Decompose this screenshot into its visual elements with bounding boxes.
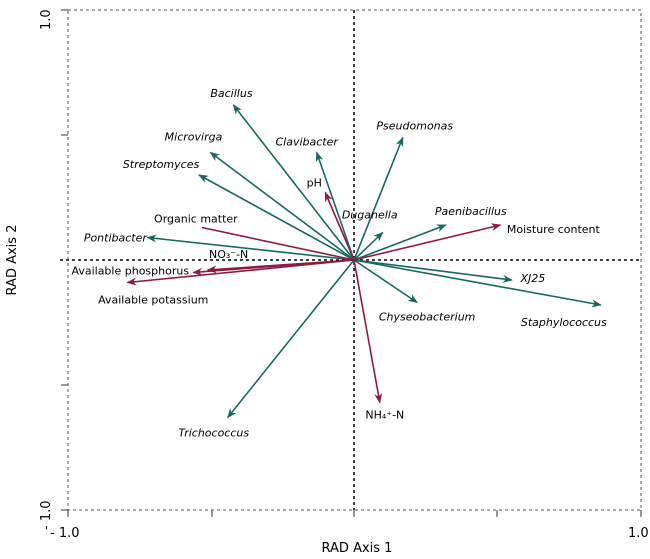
y-axis-label: RAD Axis 2 bbox=[5, 225, 20, 296]
taxa-label-staphylococcus: Staphylococcus bbox=[521, 316, 607, 329]
taxa-label-bacillus: Bacillus bbox=[210, 87, 252, 100]
taxa-label-xj25: XJ25 bbox=[519, 272, 545, 285]
y-tick-label-max: 1.0 bbox=[39, 9, 54, 30]
taxa-label-clavibacter: Clavibacter bbox=[275, 136, 339, 149]
environment-label-available-potassium: Available potassium bbox=[98, 294, 208, 307]
taxa-vector-trichococcus bbox=[227, 259, 355, 419]
environment-vector-available-potassium bbox=[126, 259, 355, 286]
environment-vector-moisture-content bbox=[353, 223, 502, 261]
taxa-vector-pontibacter bbox=[146, 234, 355, 261]
taxa-vector-chyseobacterium bbox=[353, 259, 418, 304]
taxa-label-chyseobacterium: Chyseobacterium bbox=[379, 311, 476, 324]
environment-label-ph: pH bbox=[307, 177, 322, 190]
axis-ticks bbox=[61, 9, 642, 517]
x-axis-label: RAD Axis 1 bbox=[322, 541, 393, 555]
taxa-vector-paenibacillus bbox=[353, 224, 447, 261]
environment-label-nh-n: NH₄⁺-N bbox=[365, 409, 404, 422]
x-tick-label-max: 1.0 bbox=[628, 526, 649, 541]
environment-vector-organic-matter bbox=[201, 226, 355, 261]
taxa-vector-xj25 bbox=[353, 259, 513, 283]
x-tick-label-min: - 1.0 bbox=[50, 526, 80, 541]
environment-label-no-n: NO₃⁻-N bbox=[209, 248, 248, 261]
taxa-label-trichococcus: Trichococcus bbox=[178, 427, 249, 440]
taxa-vector-staphylococcus bbox=[353, 259, 602, 308]
taxa-label-duganella: Duganella bbox=[342, 209, 398, 222]
taxa-label-pontibacter: Pontibacter bbox=[84, 232, 149, 245]
taxa-vector-bacillus bbox=[232, 104, 355, 261]
taxa-vector-microvirga bbox=[209, 151, 355, 261]
taxa-vector-pseudomonas bbox=[353, 136, 404, 261]
taxa-label-paenibacillus: Paenibacillus bbox=[435, 205, 507, 218]
y-tick-label-min: - 1.0 bbox=[39, 501, 54, 531]
environment-label-moisture-content: Moisture content bbox=[507, 223, 601, 236]
taxa-vector-streptomyces bbox=[198, 174, 355, 261]
taxa-vector-duganella bbox=[353, 231, 384, 261]
environment-label-available-phosphorus: Available phosphorus bbox=[71, 265, 189, 278]
environment-label-organic-matter: Organic matter bbox=[154, 213, 238, 226]
environment-vector-ph bbox=[324, 191, 355, 261]
taxa-label-microvirga: Microvirga bbox=[165, 131, 223, 144]
environment-vector-nh-n bbox=[353, 259, 383, 404]
taxa-label-pseudomonas: Pseudomonas bbox=[376, 120, 453, 133]
taxa-vector-clavibacter bbox=[315, 151, 355, 261]
taxa-label-streptomyces: Streptomyces bbox=[123, 158, 200, 171]
